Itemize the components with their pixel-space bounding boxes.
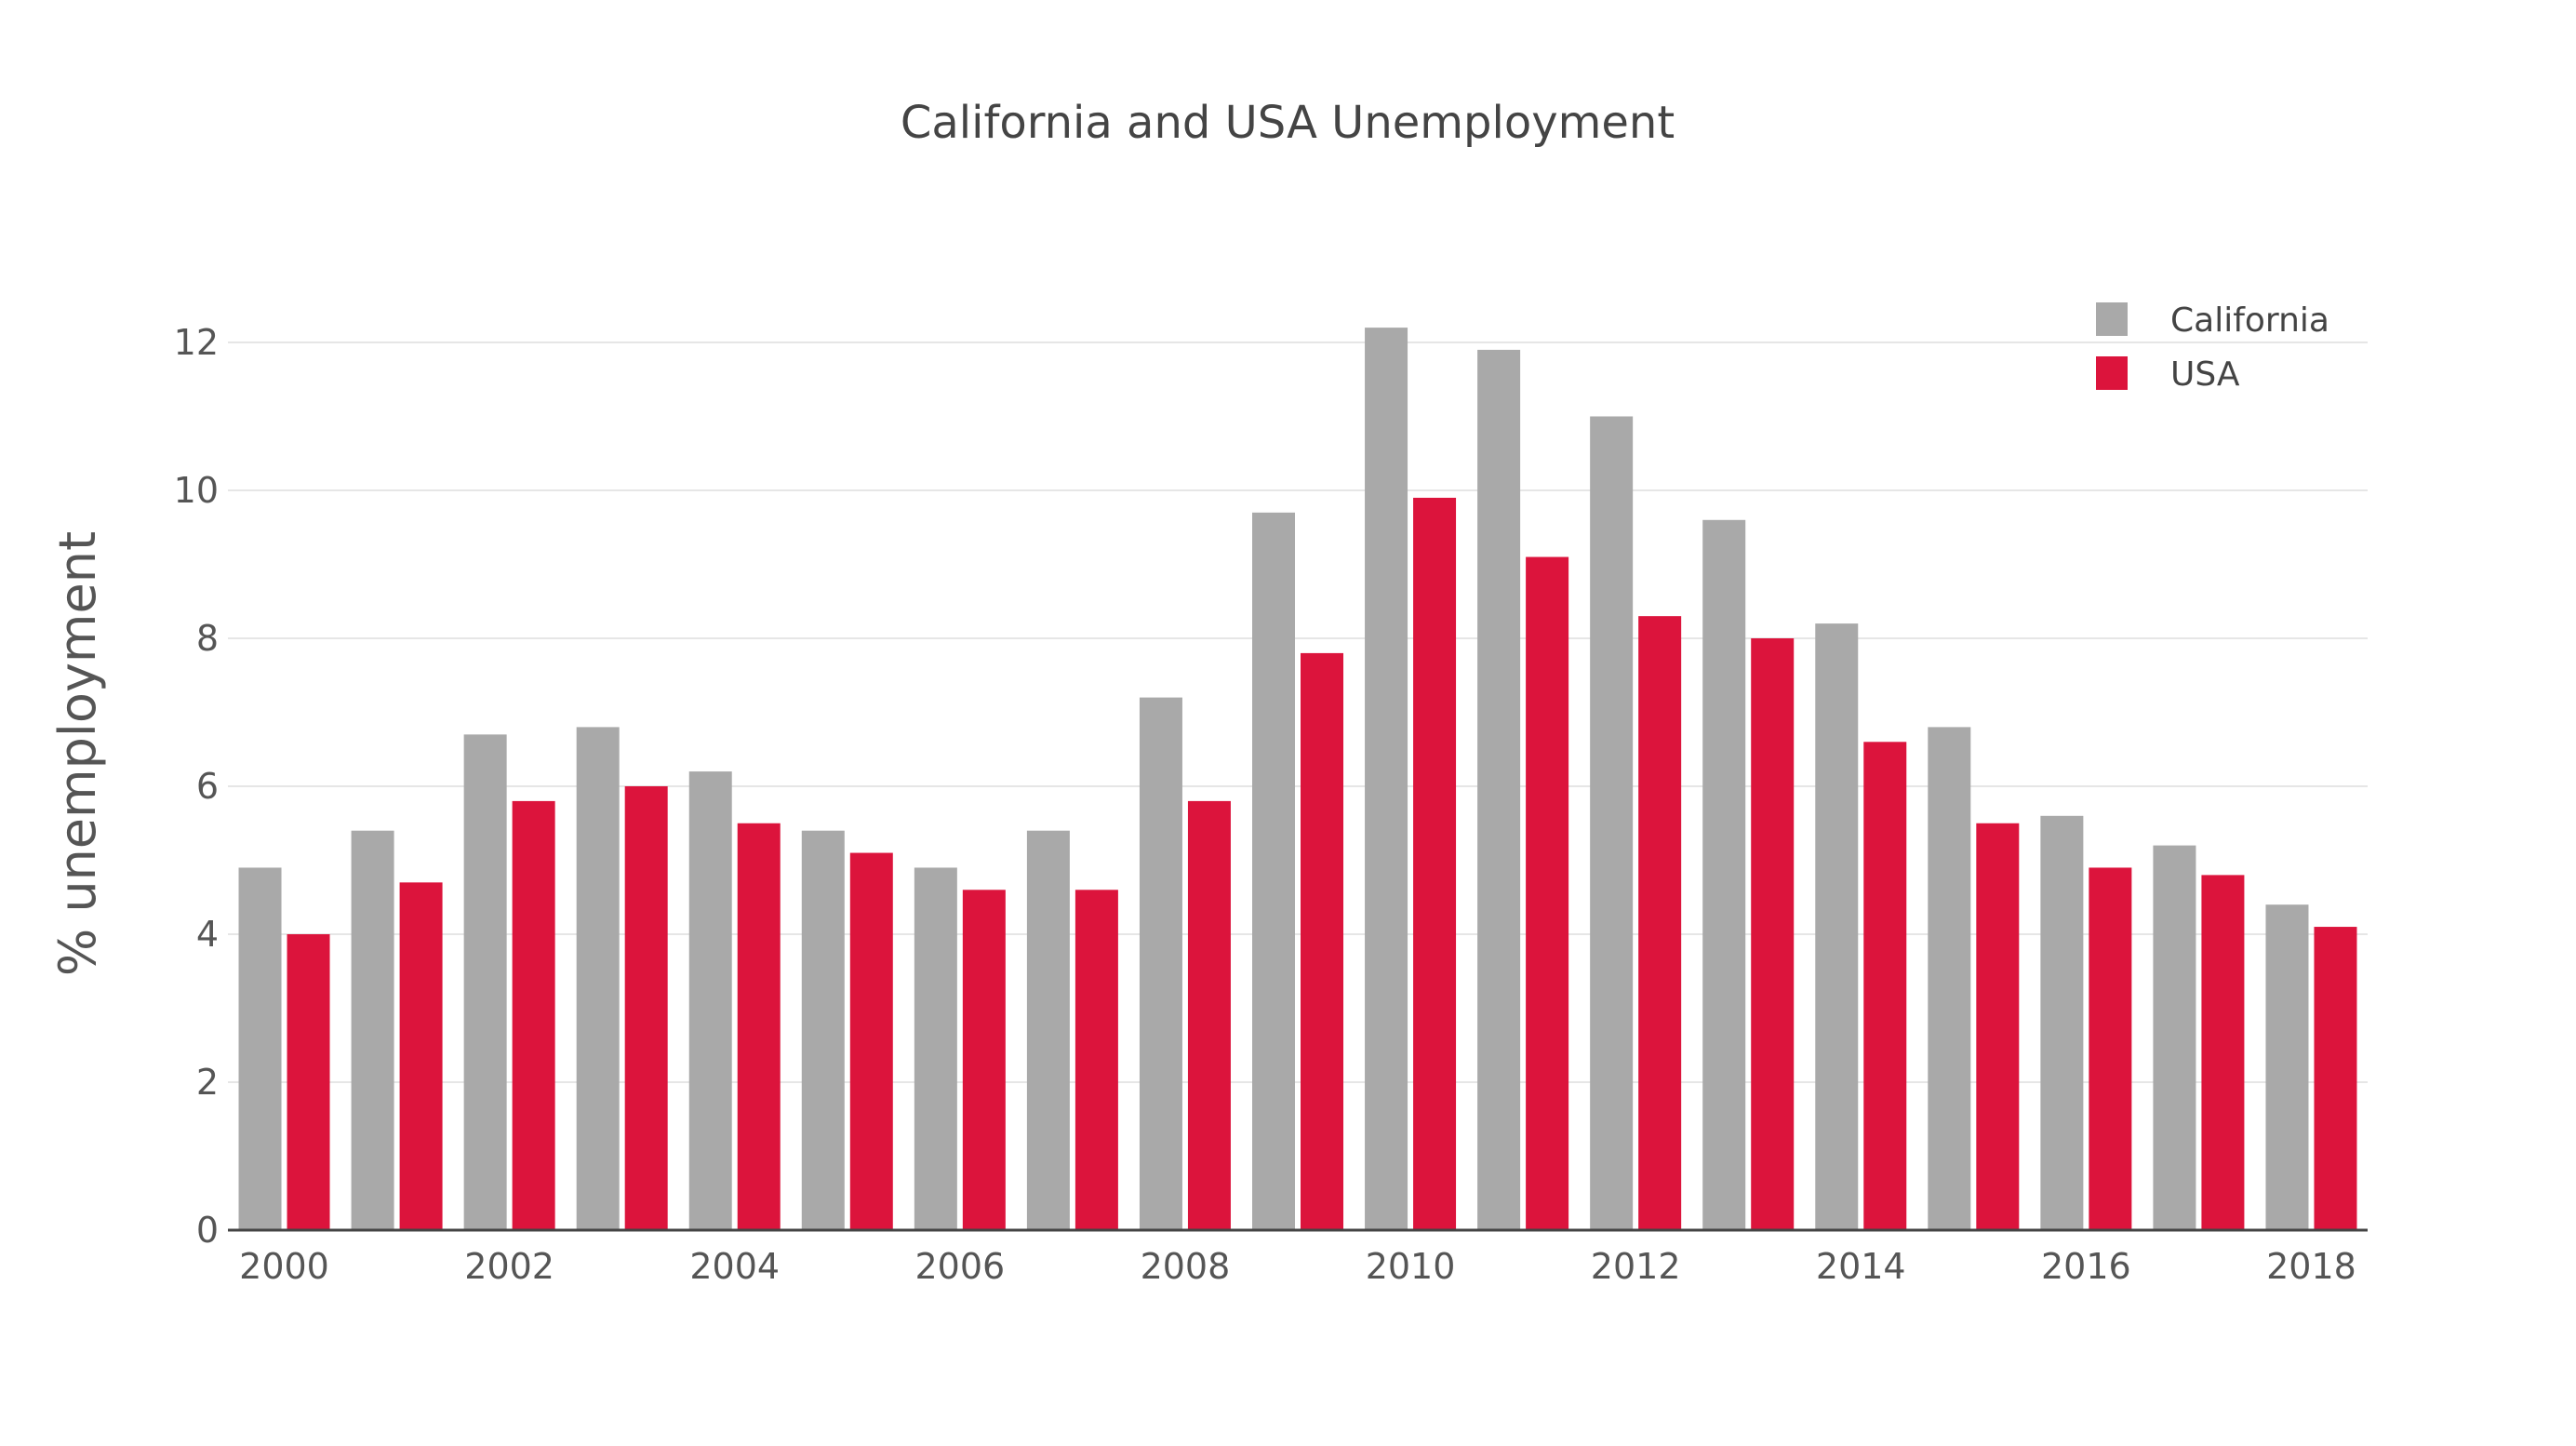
legend-label-california[interactable]: California — [2170, 301, 2329, 340]
bar-california-2004[interactable] — [688, 771, 732, 1230]
y-tick-label: 0 — [196, 1210, 219, 1251]
x-tick-label: 2002 — [464, 1246, 554, 1287]
x-tick-label: 2004 — [689, 1246, 780, 1287]
bar-california-2013[interactable] — [1702, 519, 1746, 1230]
bar-usa-2015[interactable] — [1976, 823, 2020, 1230]
x-tick-label: 2010 — [1366, 1246, 1456, 1287]
bar-california-2002[interactable] — [463, 734, 507, 1230]
bar-california-2007[interactable] — [1026, 830, 1070, 1230]
x-tick-label: 2018 — [2266, 1246, 2356, 1287]
bar-usa-2011[interactable] — [1526, 556, 1569, 1230]
bar-california-2018[interactable] — [2265, 904, 2309, 1230]
bar-california-2001[interactable] — [351, 830, 394, 1230]
bar-california-2006[interactable] — [914, 867, 957, 1230]
bar-california-2015[interactable] — [1928, 727, 1971, 1230]
y-tick-label: 4 — [196, 914, 219, 955]
y-tick-label: 12 — [174, 322, 219, 363]
legend-label-usa[interactable]: USA — [2170, 355, 2240, 394]
bar-usa-2001[interactable] — [399, 882, 443, 1230]
bars — [238, 328, 2357, 1231]
bar-usa-2012[interactable] — [1638, 616, 1682, 1230]
bar-usa-2002[interactable] — [512, 800, 555, 1230]
x-tick-label: 2008 — [1141, 1246, 1231, 1287]
bar-california-2011[interactable] — [1477, 349, 1521, 1230]
bar-california-2008[interactable] — [1139, 697, 1182, 1230]
x-tick-label: 2000 — [239, 1246, 329, 1287]
bar-california-2003[interactable] — [576, 727, 620, 1230]
bar-usa-2014[interactable] — [1863, 742, 1907, 1230]
bar-usa-2007[interactable] — [1074, 890, 1118, 1230]
bar-california-2009[interactable] — [1252, 512, 1295, 1230]
bar-california-2012[interactable] — [1590, 416, 1634, 1231]
bar-usa-2009[interactable] — [1301, 652, 1343, 1230]
bar-usa-2017[interactable] — [2201, 875, 2245, 1230]
bar-usa-2004[interactable] — [737, 823, 781, 1230]
bar-usa-2000[interactable] — [287, 934, 330, 1230]
bar-usa-2003[interactable] — [624, 786, 668, 1230]
bar-usa-2016[interactable] — [2089, 867, 2132, 1230]
bar-usa-2013[interactable] — [1751, 638, 1795, 1230]
y-tick-label: 2 — [196, 1062, 219, 1103]
bar-california-2017[interactable] — [2153, 845, 2196, 1230]
x-tick-label: 2006 — [914, 1246, 1005, 1287]
bar-california-2005[interactable] — [801, 830, 845, 1230]
x-tick-label: 2016 — [2041, 1246, 2131, 1287]
bar-california-2014[interactable] — [1815, 623, 1859, 1230]
axes: 0 2 4 6 8 10 12 2000 2002 2004 2006 2008 2010 2012 201… — [174, 322, 2368, 1287]
legend[interactable]: California USA — [2096, 301, 2329, 394]
chart-title: California and USA Unemployment — [901, 97, 1675, 149]
bar-usa-2018[interactable] — [2314, 927, 2357, 1230]
bar-california-2016[interactable] — [2040, 815, 2084, 1230]
y-tick-label: 6 — [196, 766, 219, 807]
bar-california-2010[interactable] — [1365, 328, 1408, 1231]
y-tick-label: 8 — [196, 618, 219, 659]
bar-usa-2006[interactable] — [962, 890, 1006, 1230]
x-tick-label: 2012 — [1591, 1246, 1681, 1287]
bar-california-2000[interactable] — [238, 867, 282, 1230]
x-tick-label: 2014 — [1816, 1246, 1906, 1287]
bar-usa-2005[interactable] — [849, 852, 893, 1230]
bar-usa-2010[interactable] — [1413, 497, 1457, 1230]
legend-swatch-california[interactable] — [2096, 302, 2128, 336]
y-axis-label: % unemployment — [48, 531, 107, 976]
bar-usa-2008[interactable] — [1187, 800, 1231, 1230]
legend-swatch-usa[interactable] — [2096, 356, 2128, 390]
y-tick-label: 10 — [174, 470, 219, 511]
